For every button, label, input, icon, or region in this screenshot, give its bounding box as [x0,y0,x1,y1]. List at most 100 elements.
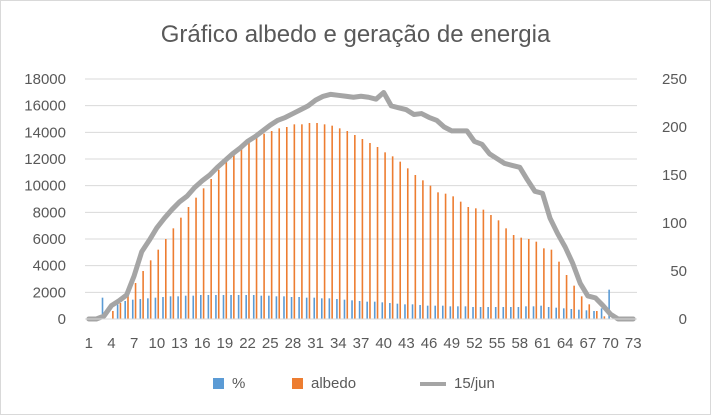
bar-percent [283,296,285,319]
x-tick-label: 37 [353,335,370,352]
bar-percent [585,310,588,319]
bar-percent [131,299,134,319]
bar-albedo [164,239,167,319]
y-right-tick-label: 0 [679,311,687,328]
legend-item-15jun: 15/jun [420,375,495,392]
bar-percent [328,298,331,319]
bar-albedo [255,137,258,319]
y-right-tick-label: 50 [670,263,687,280]
bar-albedo [172,228,175,319]
x-tick-label: 34 [330,335,347,352]
bar-percent [510,307,512,319]
bar-albedo [323,124,326,319]
bar-albedo [437,192,439,319]
legend-label-15jun: 15/jun [454,375,495,392]
bar-albedo [497,220,500,319]
bar-percent [449,306,452,319]
bar-percent [600,308,603,319]
bar-percent [555,307,558,319]
bar-albedo [361,139,364,319]
bar-albedo [475,208,477,319]
x-tick-label: 43 [398,335,415,352]
x-tick-label: 67 [580,335,597,352]
bar-percent [298,297,300,319]
y-left-tick-label: 2000 [33,284,66,301]
bar-albedo [414,175,417,319]
bar-albedo [505,228,507,319]
bar-albedo [399,161,402,319]
bar-percent [487,307,489,319]
y-left-tick-label: 8000 [33,204,66,221]
legend-swatch-albedo [292,378,303,389]
y-right-tick-label: 250 [662,71,687,88]
bar-percent [396,303,399,319]
bar-percent [245,295,247,319]
bar-albedo [596,311,598,319]
x-tick-label: 46 [421,335,438,352]
bar-percent [275,296,278,319]
y-axis-left-labels: 0 2000 4000 6000 8000 10000 12000 14000 16000 180… [24,71,66,328]
bar-percent [411,304,414,319]
y-left-tick-label: 14000 [24,124,66,141]
x-tick-label: 25 [262,335,279,352]
bar-albedo [558,261,560,319]
bar-albedo [565,275,568,319]
x-tick-label: 1 [85,335,93,352]
bar-albedo [535,241,538,319]
bar-percent [260,295,263,319]
y-right-tick-label: 100 [662,215,687,232]
bar-albedo [263,133,265,319]
bar-percent [177,296,179,319]
bar-percent [532,306,535,319]
y-left-tick-label: 4000 [33,258,66,275]
bar-percent [290,297,293,319]
y-left-tick-label: 10000 [24,178,66,195]
bar-percent [215,295,217,319]
x-tick-label: 64 [557,335,574,352]
bar-percent [139,299,142,319]
bar-percent [336,299,338,319]
bar-albedo [149,260,152,319]
bar-albedo [444,193,447,319]
bar-albedo [293,124,296,319]
x-tick-label: 70 [602,335,619,352]
chart-title: Gráfico albedo e geração de energia [160,21,551,48]
y-axis-right-labels: 0 50 100 150 200 250 [662,71,687,328]
legend-swatch-15jun [420,381,446,386]
y-right-tick-label: 200 [662,119,687,136]
x-tick-label: 4 [107,335,115,352]
bar-albedo [482,209,485,319]
bar-albedo [270,131,273,319]
bar-albedo [134,283,137,319]
bar-albedo [202,188,205,319]
bar-albedo [354,135,356,319]
bar-albedo [240,148,243,319]
legend-item-albedo: albedo [292,375,356,392]
bar-percent [593,311,595,319]
bar-albedo [157,249,160,319]
x-tick-label: 28 [285,335,302,352]
bar-percent [502,307,505,319]
bar-percent [517,307,520,319]
bar-albedo [112,311,114,319]
y-left-tick-label: 18000 [24,71,66,88]
bar-albedo [210,179,212,319]
bar-percent [207,295,210,319]
series-albedo-bars [112,123,606,320]
bar-percent [192,295,195,319]
bar-percent [320,298,323,319]
bar-percent [547,307,550,319]
bar-percent [426,305,429,319]
x-tick-label: 61 [534,335,551,352]
bar-albedo [285,127,288,319]
bar-albedo [520,237,522,319]
x-axis-labels: 1 4 7 10 13 16 19 22 25 28 31 34 37 40 43 46 49 52 55 58 61 6… [85,335,642,352]
bar-albedo [308,123,311,319]
bar-percent [147,298,149,319]
bar-albedo [603,316,606,319]
x-tick-label: 40 [375,335,392,352]
x-tick-label: 19 [217,335,234,352]
bar-percent [479,307,482,319]
series-percent-bars [101,289,610,319]
